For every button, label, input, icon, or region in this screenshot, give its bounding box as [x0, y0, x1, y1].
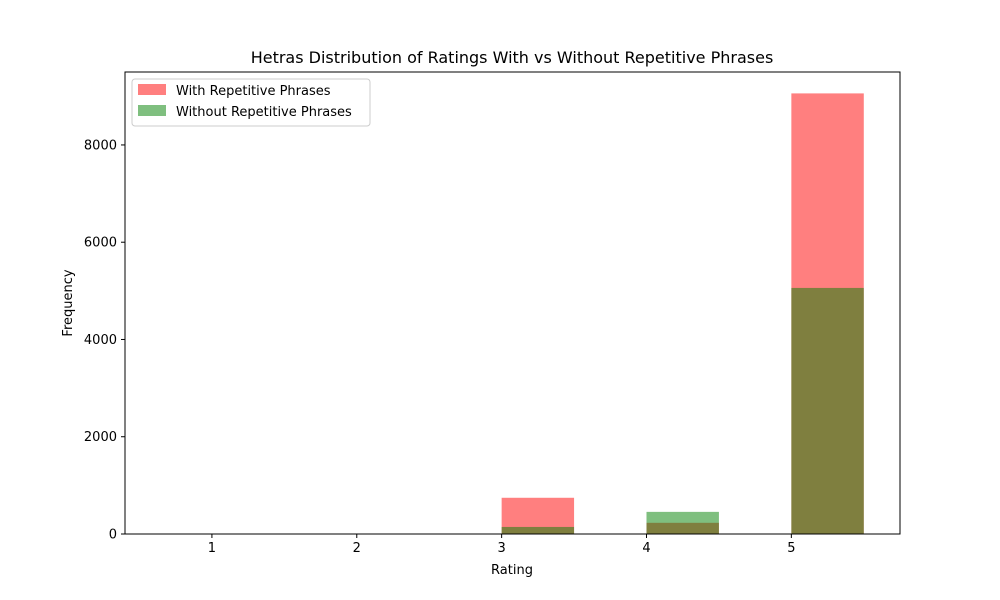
- legend-label-with-repetitive-phrases: With Repetitive Phrases: [176, 84, 331, 99]
- bar-without-bin-6: [646, 511, 719, 534]
- x-tick-label: 1: [208, 541, 216, 556]
- legend-swatch-with-repetitive-phrases: [138, 84, 166, 95]
- legend-swatch-without-repetitive-phrases: [138, 105, 166, 116]
- legend: With Repetitive Phrases Without Repetiti…: [131, 78, 371, 127]
- y-tick-label: 8000: [84, 138, 117, 153]
- ticks-layer: 1 2 3 4 5 0 2000 4000 6000 8000: [84, 138, 796, 556]
- x-tick-label: 5: [787, 541, 795, 556]
- y-tick-label: 2000: [84, 430, 117, 445]
- legend-label-without-repetitive-phrases: Without Repetitive Phrases: [176, 105, 352, 120]
- plot-area-frame: [124, 71, 901, 535]
- y-tick-label: 4000: [84, 333, 117, 348]
- legend-box: [131, 78, 371, 127]
- x-tick-label: 4: [642, 541, 650, 556]
- bars-layer: [501, 93, 864, 535]
- y-tick-label: 6000: [84, 236, 117, 251]
- y-axis-label: Frequency: [61, 269, 76, 336]
- x-tick-label: 3: [497, 541, 505, 556]
- bar-without-bin-4: [501, 526, 575, 534]
- x-axis-label: Rating: [491, 563, 533, 578]
- chart-title: Hetras Distribution of Ratings With vs W…: [251, 48, 774, 67]
- bar-without-bin-8: [791, 287, 864, 534]
- y-tick-label: 0: [109, 528, 117, 543]
- x-tick-label: 2: [353, 541, 361, 556]
